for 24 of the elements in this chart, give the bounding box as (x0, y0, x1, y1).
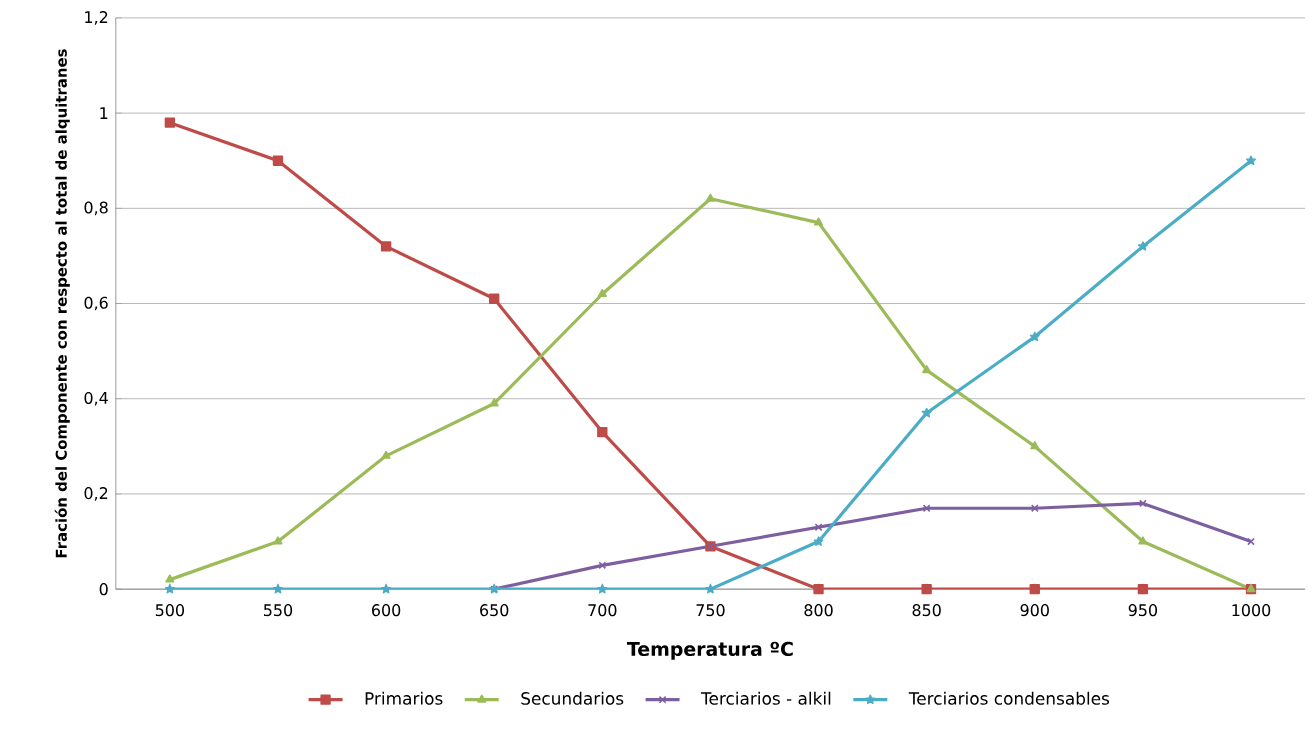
x-tick-label: 700 (588, 603, 617, 616)
legend-label: Terciarios - alkil (700, 691, 831, 705)
y-tick-label: 0,6 (84, 296, 108, 311)
x-tick-label: 800 (804, 603, 833, 616)
x-axis-title: Temperatura ºC (626, 641, 793, 660)
y-tick-label: 0,4 (84, 391, 108, 406)
y-tick-label: 1,2 (85, 10, 108, 25)
y-tick-label: 1 (100, 107, 108, 119)
x-tick-label: 900 (1020, 603, 1049, 616)
y-tick-label: 0,2 (84, 486, 108, 501)
x-tick-label: 950 (1128, 603, 1158, 616)
legend-label: Secundarios (521, 691, 624, 705)
x-tick-label: 1000 (1232, 603, 1271, 616)
x-tick-label: 500 (155, 603, 184, 616)
x-tick-label: 550 (264, 603, 293, 616)
x-tick-label: 850 (912, 603, 941, 616)
x-tick-label: 650 (480, 603, 509, 616)
y-tick-label: 0 (99, 582, 108, 595)
x-tick-label: 600 (372, 603, 401, 616)
x-tick-label: 750 (696, 603, 725, 616)
legend-label: Primarios (365, 691, 443, 705)
y-axis-title: Fración del Componente con respecto al total de alquitranes (54, 48, 70, 557)
y-tick-label: 0,8 (84, 201, 108, 215)
legend-label: Terciarios condensables (908, 691, 1110, 705)
